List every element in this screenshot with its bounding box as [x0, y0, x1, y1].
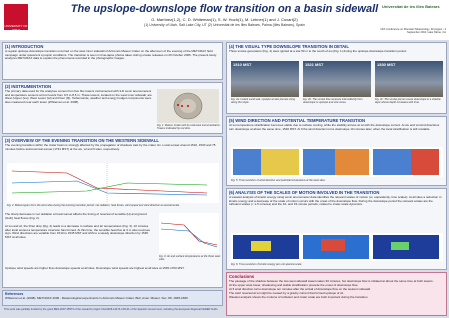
conclusions: Conclusions The passage of the shadow be…	[226, 272, 447, 316]
figure	[231, 233, 443, 261]
photo: 1510 MST	[231, 61, 299, 97]
section: (5) WIND DIRECTION AND POTENTIAL TEMPERA…	[226, 116, 447, 186]
affiliations: (1) University of Utah, Salt Lake City, …	[144, 23, 305, 27]
section: (3) OVERVIEW OF THE EVENING TRANSITION O…	[2, 136, 223, 288]
right-logo: Universitat de les Illes Balears	[382, 4, 440, 9]
heading: (4) THE VISUAL TYPE DOWNSLOPE TRANSITION…	[229, 44, 349, 49]
text: The evening transition within the crater…	[5, 143, 216, 151]
funding: This work was partially funded by the gr…	[4, 308, 219, 311]
photo: 1521 MST	[303, 61, 371, 97]
text: At wu and wl, the Rnet drop (Fig. 2) lea…	[5, 224, 150, 239]
heading: (2) INSTRUMENTATION	[5, 84, 52, 89]
text: A regular upslope-downslope transition o…	[5, 49, 217, 61]
authors: G. Martínez(1,2), C. D. Whiteman(1), S. …	[151, 17, 298, 22]
caption: Fig. 4b: The smoke flow reverses intermi…	[303, 98, 363, 104]
photo-time: 1530 MST	[377, 62, 396, 67]
caption: Fig. 4a: Instant sunlit wall, upslope sm…	[231, 98, 296, 104]
section: References Whiteman et al. (2008): METCR…	[2, 290, 223, 306]
conclusion-item: The swirl reversal at wl might be caused…	[229, 291, 344, 296]
header: UNIVERSITY OF UTAH The upslope-downslope…	[0, 0, 449, 40]
caption: Fig. 2: Meteorogram from the west sites …	[7, 204, 180, 207]
caption: Fig. 3: Air and surface temperatures at …	[159, 255, 221, 261]
caption: Fig. 4c: The smoke plume moves downslope…	[375, 98, 441, 104]
photo-time: 1521 MST	[305, 62, 324, 67]
text: Three smoke generators (Fig. 4) were ign…	[229, 49, 407, 53]
left-logo: UNIVERSITY OF UTAH	[4, 4, 28, 32]
figure	[7, 163, 219, 203]
caption: Fig. 5: Time evolution of wind direction…	[231, 179, 326, 182]
conclusion-item: Wavelet analysis shows the motions of tu…	[229, 295, 369, 300]
text: A wavelet analysis of kinetic energy usi…	[229, 195, 442, 207]
heading: (6) ANALYSIS OF THE SCALES OF MOTION INV…	[229, 190, 380, 195]
conclusion-item: At the upper west tower, shadowing and s…	[229, 283, 359, 288]
text: Upslope wind speeds are higher than down…	[5, 266, 185, 270]
conference: 14th Conference on Mountain Meteorology,…	[380, 28, 446, 34]
section: (4) THE VISUAL TYPE DOWNSLOPE TRANSITION…	[226, 42, 447, 114]
text: The primary data used for the analyses c…	[5, 89, 152, 104]
photo: 1530 MST	[375, 61, 443, 97]
heading: (5) WIND DIRECTION AND POTENTIAL TEMPERA…	[229, 118, 366, 123]
conclusion-item: At fl wind direction turns downslope ten…	[229, 287, 371, 292]
heading: References	[5, 292, 24, 296]
caption: Fig. 1: Meteor Crater with its extensive…	[157, 124, 221, 130]
figure	[231, 147, 443, 177]
photo-time: 1510 MST	[233, 62, 252, 67]
text: At wu temperature stratification becomes…	[229, 123, 440, 131]
heading: (1) INTRODUCTION	[5, 44, 44, 49]
heading: Conclusions	[229, 274, 255, 279]
figure	[157, 89, 219, 123]
section: (2) INSTRUMENTATION The primary data use…	[2, 82, 223, 134]
conclusion-item: The passage of the shadow between the tw…	[229, 279, 434, 283]
caption: Fig. 6: Time evolution of kinetic energy…	[231, 263, 303, 266]
section: (6) ANALYSIS OF THE SCALES OF MOTION INV…	[226, 188, 447, 270]
text: Whiteman et al. (2008): METCRAX 2006 - M…	[5, 296, 189, 300]
section: (1) INTRODUCTION A regular upslope-downs…	[2, 42, 223, 80]
text: The sharp decrease in net radiation at l…	[5, 212, 147, 220]
title: The upslope-downslope flow transition on…	[70, 3, 379, 15]
figure	[159, 213, 219, 253]
heading: (3) OVERVIEW OF THE EVENING TRANSITION O…	[5, 138, 159, 143]
